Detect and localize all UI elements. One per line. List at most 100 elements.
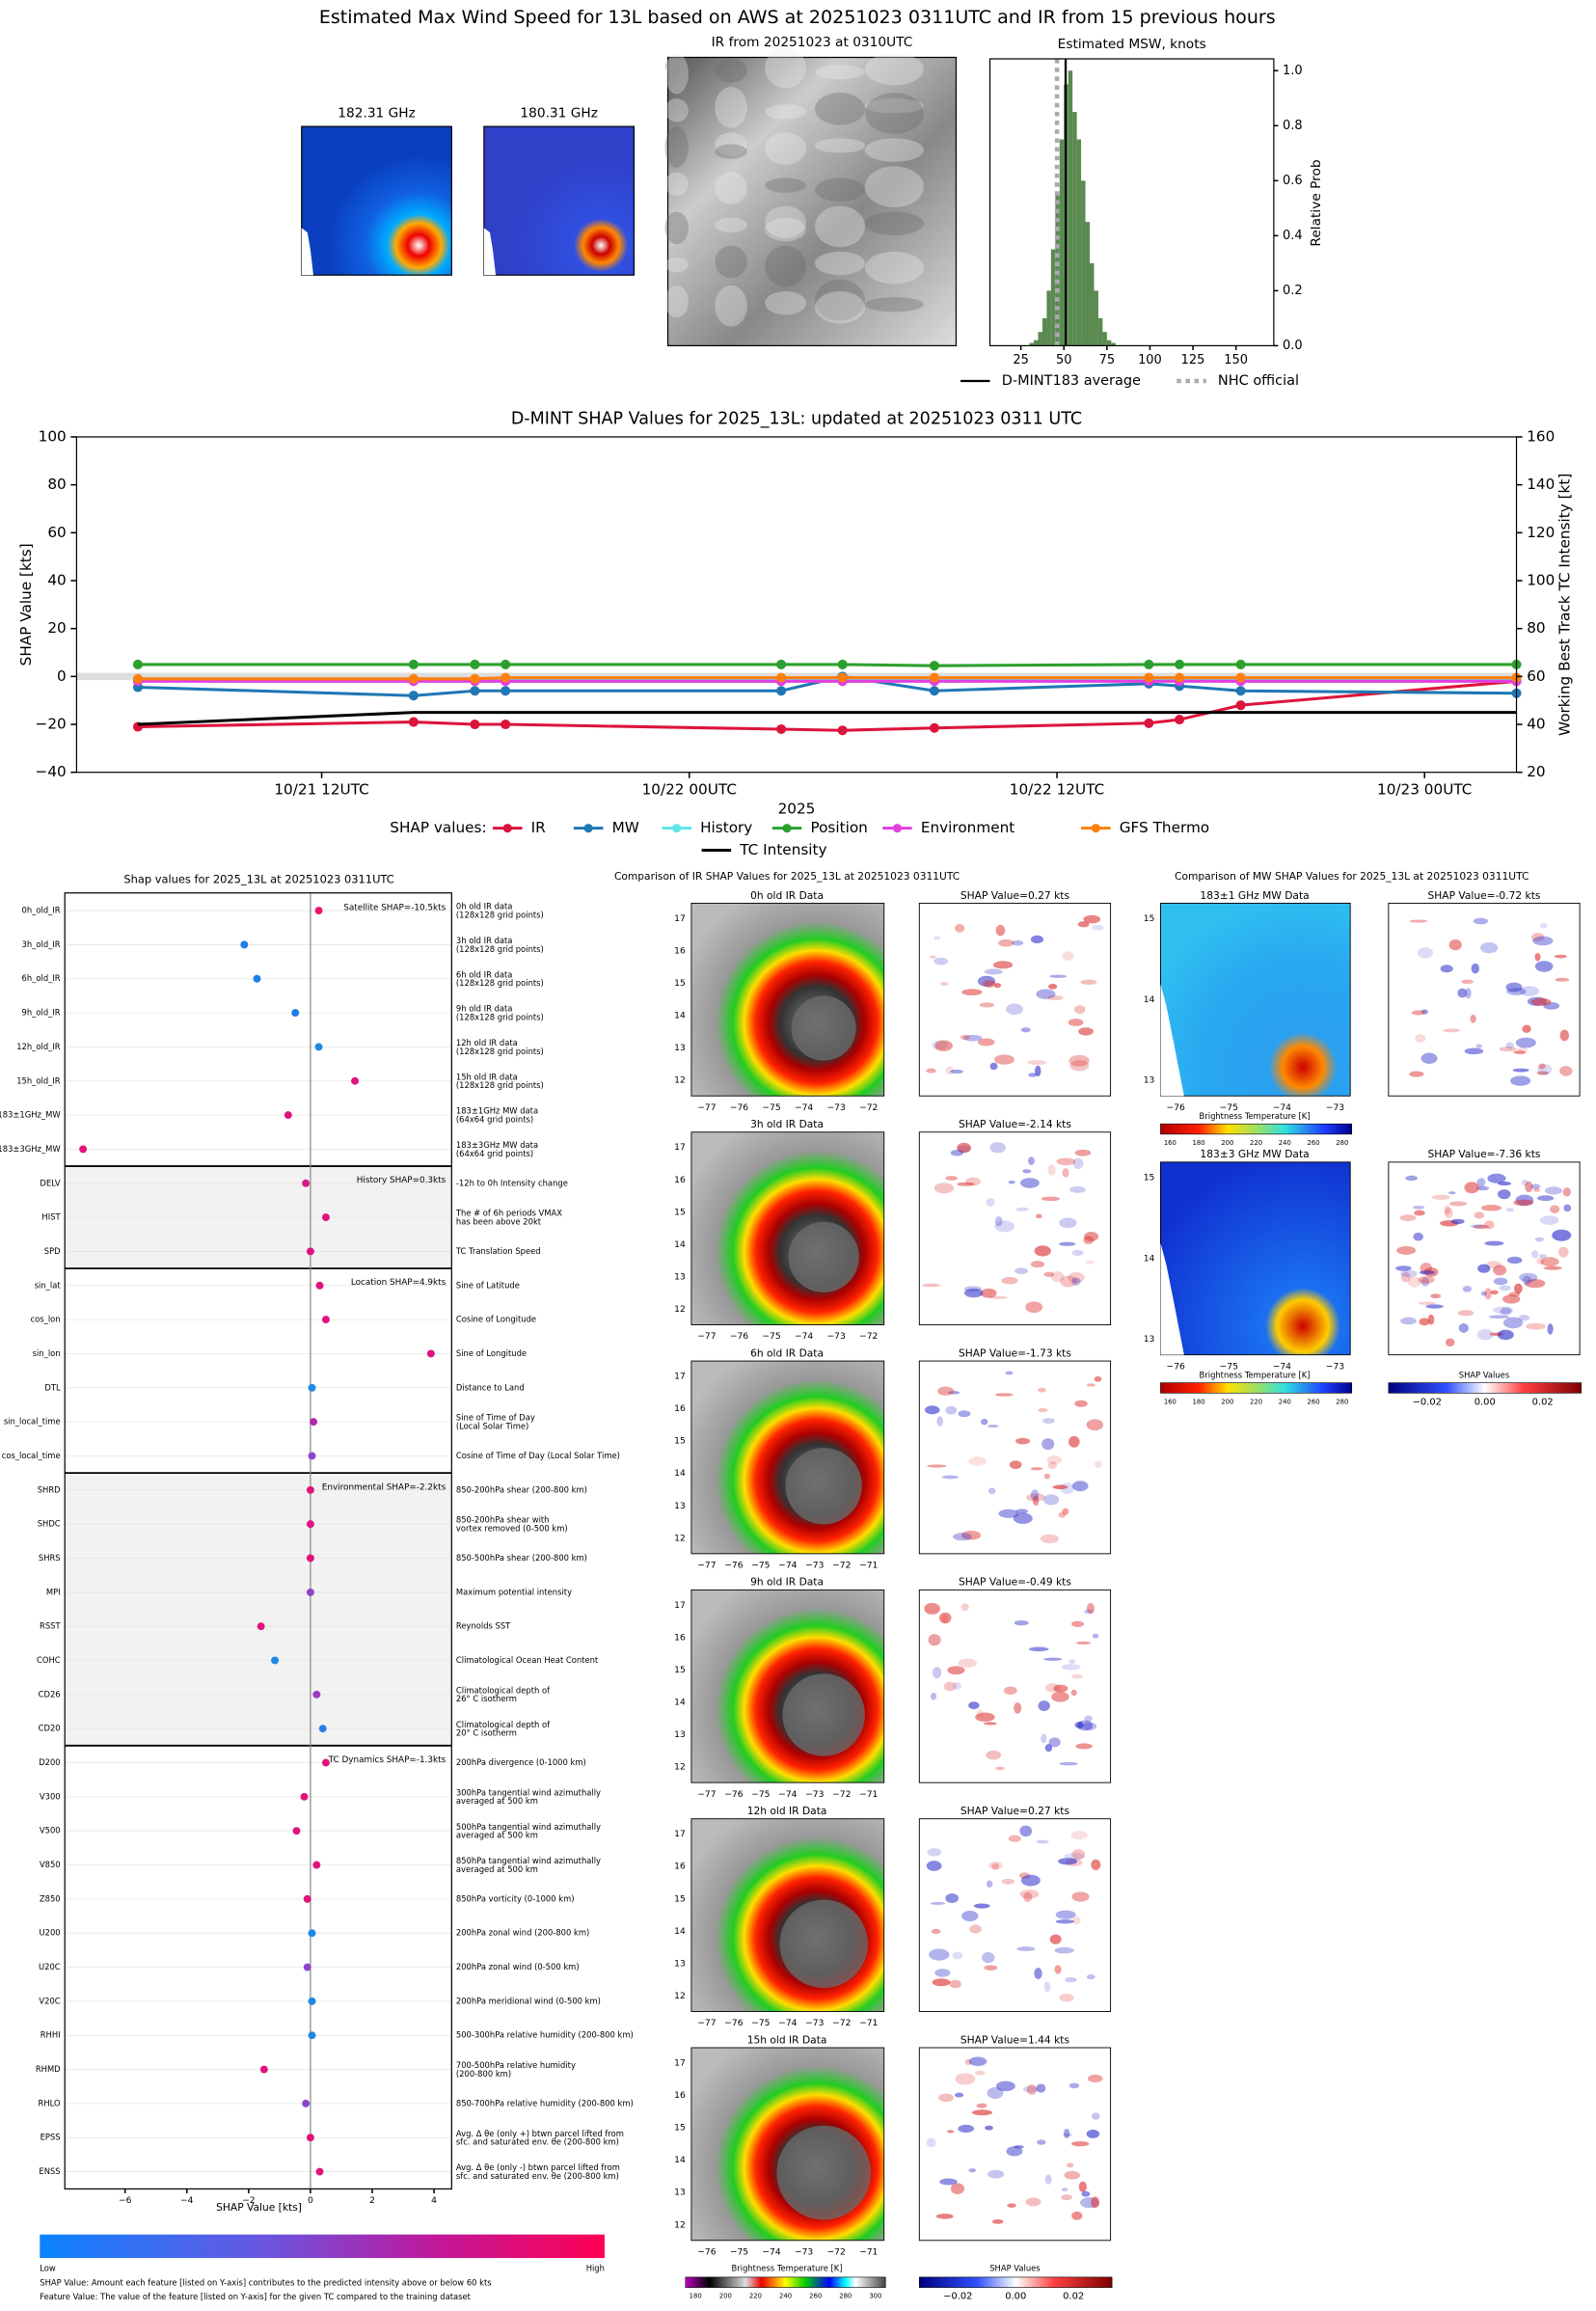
shap-image: [918, 1589, 1112, 1783]
series-point: [1144, 718, 1154, 728]
feature-name: CD26: [39, 1689, 61, 1699]
shap-texture: [1502, 1317, 1524, 1329]
colorbar: [1388, 1382, 1582, 1394]
shap-texture: [1044, 1744, 1053, 1753]
shap-dot: [259, 2065, 268, 2074]
shap-texture: [930, 1692, 937, 1700]
shap-texture: [1558, 1246, 1569, 1258]
x-tick-label: −72: [832, 1562, 851, 1571]
cloud-texture: [664, 126, 689, 168]
series-point: [929, 661, 939, 671]
series-point: [470, 719, 480, 730]
y-tick-label: 15: [674, 2124, 686, 2134]
shap-dot: [302, 2099, 311, 2107]
y-tick-label: 60: [47, 524, 66, 541]
x-tick-label: −72: [827, 2247, 846, 2257]
shap-texture: [1047, 1164, 1056, 1176]
shap-texture: [932, 1667, 942, 1679]
legend-label: History: [700, 819, 752, 836]
x-tick-label: −72: [859, 1332, 878, 1342]
shap-texture: [926, 2137, 936, 2148]
shap-texture: [1555, 977, 1570, 982]
shap-texture: [1420, 1052, 1438, 1064]
histogram-bar: [1059, 139, 1065, 346]
shap-texture: [963, 1288, 984, 1298]
shap-texture: [1036, 989, 1056, 999]
shap-dot: [312, 1861, 321, 1869]
shap-texture: [1020, 1178, 1040, 1188]
shap-texture: [1477, 1264, 1491, 1273]
y-tick-label: 12: [674, 2220, 686, 2230]
shap-texture: [958, 2124, 975, 2134]
colorbar: [1160, 1123, 1353, 1135]
feature-description: The # of 6h periods VMAX has been above 2…: [455, 1208, 562, 1226]
x-tick-label: −73: [1326, 1103, 1344, 1113]
x-tick-label: −71: [859, 2247, 878, 2257]
shap-texture: [1530, 997, 1552, 1006]
series-point: [1235, 672, 1246, 683]
legend-label: TC Intensity: [739, 841, 826, 858]
y-tick-label: 16: [674, 2091, 686, 2101]
colorbar-tick-label: −0.02: [1413, 1397, 1442, 1407]
shap-texture: [1510, 1075, 1531, 1086]
x-tick-label: 0: [308, 2196, 313, 2206]
feature-name: U20C: [39, 1962, 61, 1971]
shap-texture: [1071, 1849, 1086, 1861]
shap-texture: [1047, 994, 1064, 1001]
panel-title: 12h old IR Data: [747, 1805, 827, 1817]
feature-name: V850: [40, 1860, 61, 1869]
shap-texture: [932, 1978, 951, 1987]
shap-texture: [938, 2093, 954, 2103]
shap-texture: [1082, 1722, 1097, 1731]
shap-texture: [1014, 1620, 1029, 1626]
panel-title: SHAP Value=0.27 kts: [960, 1805, 1070, 1817]
shap-texture: [1484, 1288, 1492, 1300]
feature-description: 183±3GHz MW data (64x64 grid points): [456, 1140, 538, 1158]
feature-name: RHLO: [39, 2098, 61, 2107]
shap-texture: [1427, 1314, 1435, 1325]
shap-dot: [306, 1520, 314, 1529]
shap-texture: [1022, 1169, 1032, 1174]
shap-texture: [994, 1054, 1014, 1065]
shap-texture: [984, 1965, 998, 1971]
y-tick-label: 13: [674, 1272, 686, 1282]
y-tick-label: 13: [1144, 1335, 1155, 1345]
shap-texture: [1030, 935, 1044, 944]
feature-description: 850-200hPa shear with vortex removed (0-5…: [456, 1514, 568, 1533]
shap-texture: [1538, 1254, 1547, 1259]
shap-texture: [958, 1410, 971, 1418]
x-tick-label: −73: [805, 1562, 824, 1571]
shap-texture: [941, 1475, 960, 1480]
shap-texture: [1043, 1271, 1055, 1277]
shap-texture: [1440, 965, 1453, 973]
series-point: [776, 672, 787, 683]
legend-title: SHAP values:: [390, 819, 486, 836]
shap-texture: [1030, 1467, 1043, 1471]
colorbar-tick-label: 220: [749, 2293, 762, 2300]
shap-texture: [1537, 1064, 1553, 1075]
x-tick-label: −73: [805, 1790, 824, 1800]
feature-name: SHRD: [38, 1484, 61, 1494]
y-tick-label: 13: [674, 1959, 686, 1969]
shap-texture: [1500, 1307, 1512, 1316]
shap-dot: [312, 1690, 321, 1699]
shap-texture: [1074, 1400, 1088, 1407]
histogram-bar: [1102, 332, 1107, 346]
x-tick-label: −73: [1326, 1362, 1344, 1372]
shap-texture: [926, 1861, 942, 1871]
colorbar-tick-label: 280: [1336, 1139, 1348, 1147]
shap-texture: [1042, 1494, 1060, 1506]
colorbar-title: Brightness Temperature [K]: [732, 2263, 843, 2272]
y-tick-label: 0.2: [1283, 284, 1303, 298]
shap-texture: [1015, 1437, 1031, 1445]
colorbar-tick-label: 0.02: [1063, 2292, 1084, 2302]
shap-texture: [1022, 2085, 1039, 2093]
cloud-texture: [864, 93, 924, 134]
shap-texture: [928, 1634, 941, 1646]
shap-dot: [306, 1554, 314, 1563]
shap-texture: [1547, 1323, 1554, 1335]
shap-texture: [1058, 1511, 1066, 1518]
shap-dot: [306, 1247, 314, 1256]
shap-texture: [1013, 1512, 1033, 1524]
panel-title: SHAP Value=-0.72 kts: [1428, 889, 1541, 902]
